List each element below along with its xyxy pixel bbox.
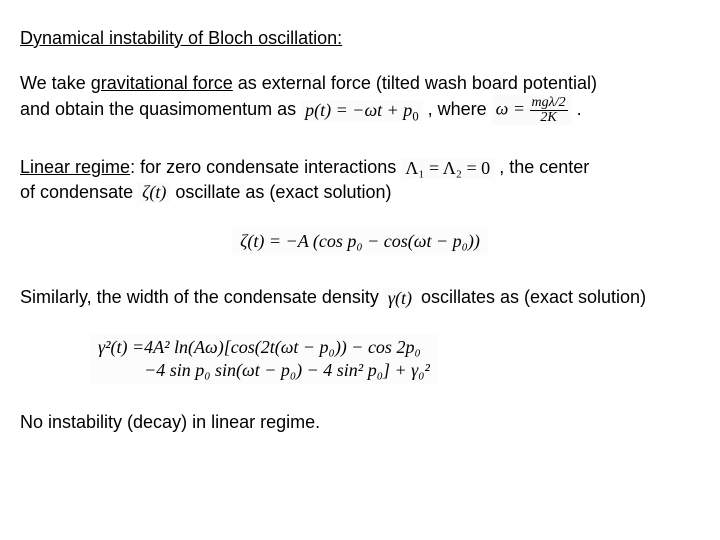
math-text: ω = [496,99,530,119]
math-line-1: 4A² ln(Aω)[cos(2t(ωt − p₀)) − cos 2p₀ [144,337,421,357]
math-sub: 0 [412,109,418,123]
equation-gamma: γ²(t) = 4A² ln(Aω)[cos(2t(ωt − p₀)) − co… [90,334,700,385]
math-line-2: −4 sin p₀ sin(ωt − p₀) − 4 sin² p₀] + γ₀… [144,360,430,380]
equation-zeta: ζ(t) = −A (cos p₀ − cos(ωt − p₀)) [20,228,700,255]
text-gravitational-force: gravitational force [91,73,233,93]
text: oscillates as (exact solution) [421,287,646,307]
text: We take [20,73,91,93]
math-lhs: γ²(t) = [98,336,144,359]
fraction-denominator: 2K [530,111,568,125]
text: , where [428,99,492,119]
paragraph-1: We take gravitational force as external … [20,71,700,125]
text: oscillate as (exact solution) [175,182,391,202]
paragraph-2: Linear regime: for zero condensate inter… [20,155,700,204]
text-linear-regime: Linear regime [20,157,130,177]
text: Similarly, the width of the condensate d… [20,287,384,307]
slide-heading: Dynamical instability of Bloch oscillati… [20,28,700,49]
text: and obtain the quasimomentum as [20,99,301,119]
math-block: γ²(t) = 4A² ln(Aω)[cos(2t(ωt − p₀)) − co… [90,334,438,385]
fraction: mgλ/22K [530,96,568,125]
math-lambda: Λ₁ = Λ₂ = 0 [401,158,494,179]
text: of condensate [20,182,138,202]
paragraph-3: Similarly, the width of the condensate d… [20,285,700,309]
paragraph-4: No instability (decay) in linear regime. [20,412,700,433]
text: , the center [499,157,589,177]
math-block: ζ(t) = −A (cos p₀ − cos(ωt − p₀)) [232,228,488,255]
math-zeta: ζ(t) [138,182,170,203]
fraction-numerator: mgλ/2 [530,96,568,111]
math-omega: ω = mgλ/22K [492,95,572,125]
math-text: p(t) = −ωt + p [305,100,412,120]
slide: Dynamical instability of Bloch oscillati… [0,0,720,453]
math-gamma: γ(t) [384,288,416,309]
text: : for zero condensate interactions [130,157,401,177]
text: . [577,99,582,119]
text: as external force (tilted wash board pot… [233,73,597,93]
math-quasimomentum: p(t) = −ωt + p0 [301,100,422,121]
